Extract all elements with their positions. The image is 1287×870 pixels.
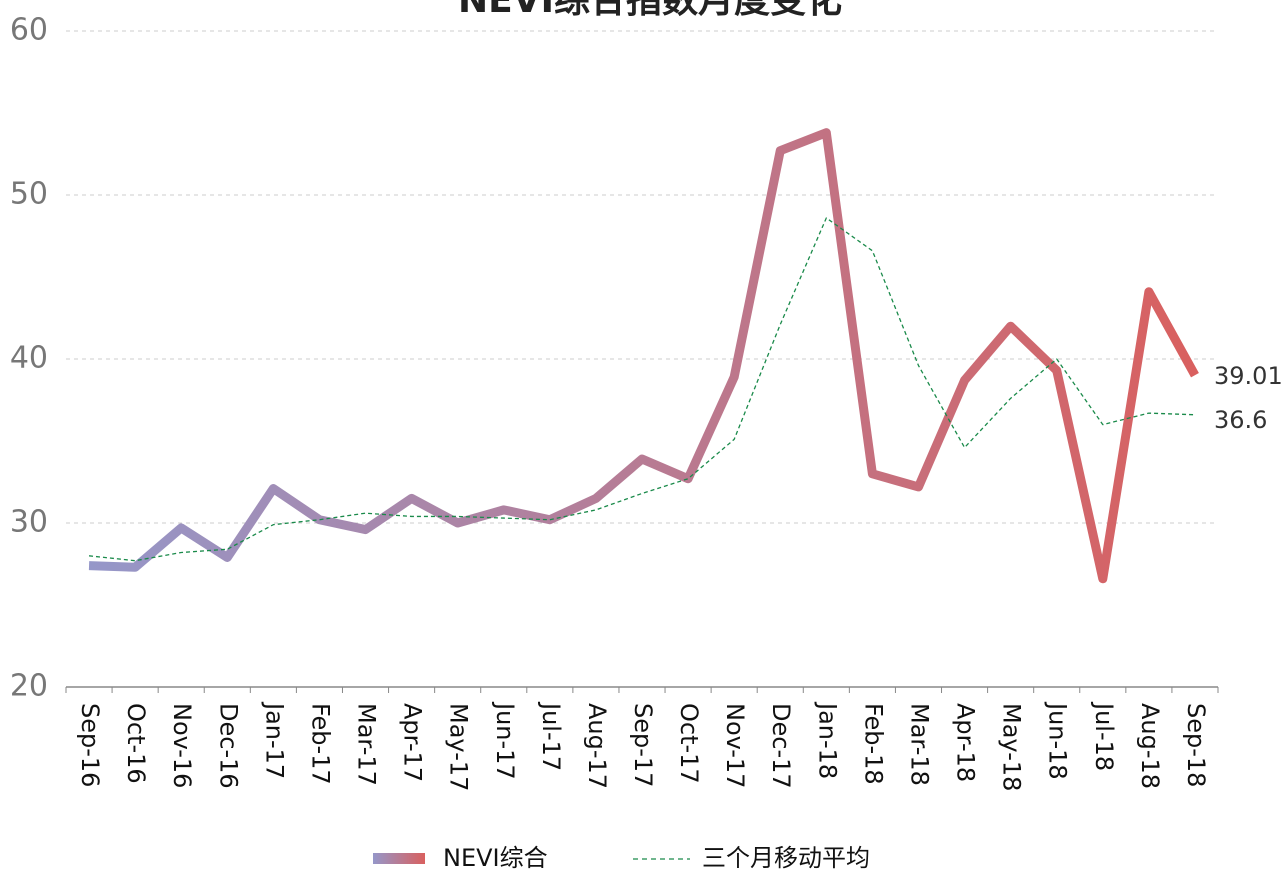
legend-label: NEVI综合 — [443, 844, 548, 870]
legend-label: 三个月移动平均 — [702, 844, 870, 870]
x-tick-label: Sep-16 — [76, 703, 104, 787]
y-tick-label: 50 — [10, 177, 48, 212]
y-tick-label: 40 — [10, 341, 48, 376]
x-tick-label: Jun-17 — [491, 701, 519, 780]
y-tick-label: 30 — [10, 505, 48, 540]
x-tick-label: Jun-18 — [1044, 701, 1072, 780]
x-tick-label: Apr-18 — [952, 703, 980, 782]
end-label: 39.01 — [1214, 362, 1283, 390]
x-tick-label: Mar-17 — [353, 703, 381, 786]
x-tick-label: Jan-17 — [260, 701, 288, 779]
end-label: 36.6 — [1214, 406, 1267, 434]
y-tick-label: 20 — [10, 669, 48, 704]
x-tick-label: Oct-16 — [122, 703, 150, 784]
x-tick-label: Apr-17 — [399, 703, 427, 782]
x-tick-label: Oct-17 — [675, 703, 703, 784]
x-tick-label: Feb-17 — [306, 703, 334, 785]
x-tick-label: May-18 — [998, 703, 1026, 791]
series-line — [88, 128, 1199, 584]
x-tick-label: Feb-18 — [859, 703, 887, 785]
x-tick-label: Dec-17 — [767, 703, 795, 789]
x-tick-label: Nov-17 — [721, 703, 749, 788]
x-tick-label: Dec-16 — [214, 703, 242, 789]
y-tick-label: 60 — [10, 13, 48, 48]
series-line — [88, 217, 1195, 562]
x-tick-label: Aug-18 — [1136, 703, 1164, 789]
x-tick-label: Sep-18 — [1182, 703, 1210, 787]
legend-swatch — [373, 853, 425, 864]
x-tick-label: May-17 — [445, 703, 473, 791]
x-tick-label: Jan-18 — [813, 701, 841, 779]
x-tick-label: Jul-18 — [1090, 701, 1118, 771]
x-tick-label: Mar-18 — [905, 703, 933, 786]
chart-title: NEVI综合指数月度变化 — [458, 0, 842, 21]
x-tick-label: Jul-17 — [537, 701, 565, 771]
x-tick-label: Sep-17 — [629, 703, 657, 787]
x-tick-label: Nov-16 — [168, 703, 196, 788]
x-tick-label: Aug-17 — [583, 703, 611, 789]
